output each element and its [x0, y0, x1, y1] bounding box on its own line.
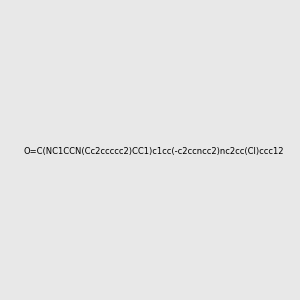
Text: O=C(NC1CCN(Cc2ccccc2)CC1)c1cc(-c2ccncc2)nc2cc(Cl)ccc12: O=C(NC1CCN(Cc2ccccc2)CC1)c1cc(-c2ccncc2)…	[23, 147, 284, 156]
